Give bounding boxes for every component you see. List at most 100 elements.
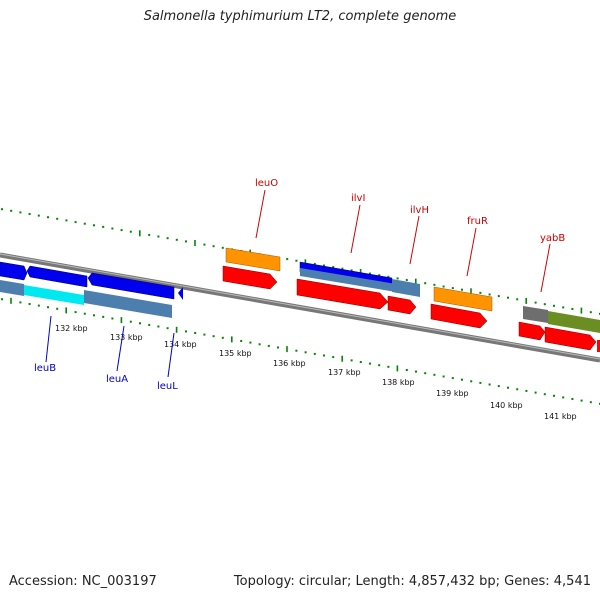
feature-leuA-steel[interactable] <box>84 290 172 318</box>
map-title: Salmonella typhimurium LT2, complete gen… <box>143 9 457 24</box>
minor-tick-lower-16 <box>148 323 151 326</box>
minor-tick-upper-9 <box>83 222 86 225</box>
feature-olive-bar[interactable] <box>548 311 600 333</box>
gene-label-ilvH[interactable]: ilvH <box>410 205 429 216</box>
minor-tick-lower-56 <box>516 388 519 391</box>
minor-tick-upper-58 <box>534 301 537 304</box>
major-tick-upper-45 <box>415 278 417 285</box>
feature-red-5[interactable] <box>518 321 546 341</box>
minor-tick-upper-54 <box>497 295 500 298</box>
feature-red-1[interactable] <box>222 265 278 290</box>
feature-ilvI-steel[interactable] <box>300 268 420 296</box>
minor-tick-lower-3 <box>28 303 31 305</box>
minor-tick-lower-20 <box>185 330 187 333</box>
minor-tick-lower-54 <box>497 385 500 388</box>
major-tick-lower-31 <box>286 346 288 353</box>
gene-label-fruR[interactable]: fruR <box>467 216 488 227</box>
minor-tick-lower-52 <box>479 381 482 384</box>
minor-tick-upper-31 <box>286 258 289 261</box>
feature-leuB-cyan[interactable] <box>24 285 84 305</box>
major-tick-upper-51 <box>470 288 472 295</box>
feature-leuA-upper[interactable] <box>26 265 88 288</box>
major-tick-upper-33 <box>304 259 307 266</box>
feature-leuL-marker[interactable] <box>178 287 183 300</box>
minor-tick-upper-24 <box>221 246 224 249</box>
minor-tick-upper-13 <box>120 229 123 232</box>
minor-tick-lower-32 <box>295 349 298 352</box>
gene-label-leuB[interactable]: leuB <box>34 363 56 374</box>
minor-tick-upper-14 <box>129 230 132 233</box>
minor-tick-upper-35 <box>323 264 325 267</box>
minor-tick-lower-12 <box>111 317 114 320</box>
minor-tick-upper-22 <box>203 243 206 246</box>
minor-tick-upper-60 <box>553 304 555 307</box>
leader-leuO <box>255 189 266 239</box>
leader-ilvH <box>409 215 420 265</box>
kbp-label-136: 136 kbp <box>273 359 306 368</box>
kbp-label-137: 137 kbp <box>328 368 361 377</box>
genome-summary-text: Topology: circular; Length: 4,857,432 bp… <box>233 574 591 589</box>
minor-tick-lower-35 <box>323 354 325 357</box>
feature-red-3[interactable] <box>387 295 417 315</box>
minor-tick-lower-36 <box>332 356 335 359</box>
kbp-label-134: 134 kbp <box>164 340 197 349</box>
minor-tick-lower-44 <box>405 369 408 371</box>
minor-tick-upper-43 <box>396 277 399 280</box>
minor-tick-upper-11 <box>102 225 105 228</box>
major-tick-upper-57 <box>525 297 527 304</box>
minor-tick-lower-0 <box>1 298 3 301</box>
feature-leuB-steel[interactable] <box>0 280 24 296</box>
gene-label-leuO[interactable]: leuO <box>255 178 278 189</box>
feature-leuB-upper[interactable] <box>0 261 28 281</box>
gene-label-leuA[interactable]: leuA <box>106 374 128 385</box>
leader-fruR <box>466 227 477 277</box>
feature-fruR-bar[interactable] <box>433 286 493 312</box>
minor-tick-upper-52 <box>479 291 482 294</box>
minor-tick-upper-32 <box>295 259 298 262</box>
major-tick-lower-19 <box>175 326 178 333</box>
feature-red-6[interactable] <box>544 326 597 351</box>
minor-tick-upper-5 <box>47 216 49 219</box>
minor-tick-lower-40 <box>369 362 371 365</box>
minor-tick-lower-63 <box>580 399 583 402</box>
minor-tick-lower-21 <box>194 332 197 334</box>
minor-tick-lower-59 <box>543 393 546 396</box>
minor-tick-lower-55 <box>507 386 509 389</box>
feature-ilvH-steel[interactable] <box>392 279 420 297</box>
kbp-label-141: 141 kbp <box>544 412 577 421</box>
leader-leuL <box>167 332 175 378</box>
minor-tick-upper-7 <box>65 219 68 222</box>
gene-label-yabB[interactable]: yabB <box>540 233 565 244</box>
minor-tick-lower-49 <box>451 377 454 380</box>
minor-tick-upper-12 <box>111 227 114 230</box>
leader-yabB <box>540 243 551 293</box>
gene-label-leuL[interactable]: leuL <box>157 381 178 392</box>
feature-red-7[interactable] <box>597 340 600 352</box>
feature-leuO-bar[interactable] <box>225 247 281 272</box>
minor-tick-lower-62 <box>571 398 574 400</box>
major-tick-lower-37 <box>341 355 343 362</box>
minor-tick-upper-47 <box>433 283 436 286</box>
minor-tick-lower-8 <box>74 311 77 314</box>
minor-tick-lower-22 <box>203 333 206 336</box>
gene-label-ilvI[interactable]: ilvI <box>351 193 365 204</box>
minor-tick-upper-53 <box>488 293 491 296</box>
minor-tick-upper-42 <box>387 275 390 278</box>
minor-tick-upper-10 <box>93 224 95 227</box>
minor-tick-upper-56 <box>516 298 519 301</box>
genome-backbone-highlight <box>0 253 600 360</box>
feature-leuL-upper[interactable] <box>87 272 175 300</box>
minor-tick-lower-45 <box>415 370 417 373</box>
major-tick-upper-21 <box>194 240 196 246</box>
minor-tick-lower-4 <box>37 304 40 307</box>
feature-red-4[interactable] <box>430 303 488 329</box>
minor-tick-upper-59 <box>543 303 546 306</box>
minor-tick-upper-61 <box>562 306 565 309</box>
minor-tick-upper-55 <box>507 296 509 299</box>
minor-tick-lower-30 <box>277 346 279 349</box>
feature-grey-bar[interactable] <box>523 306 548 323</box>
major-tick-upper-63 <box>580 307 583 314</box>
minor-tick-lower-38 <box>350 359 353 362</box>
feature-red-2[interactable] <box>296 278 389 310</box>
major-tick-lower-43 <box>396 365 399 372</box>
